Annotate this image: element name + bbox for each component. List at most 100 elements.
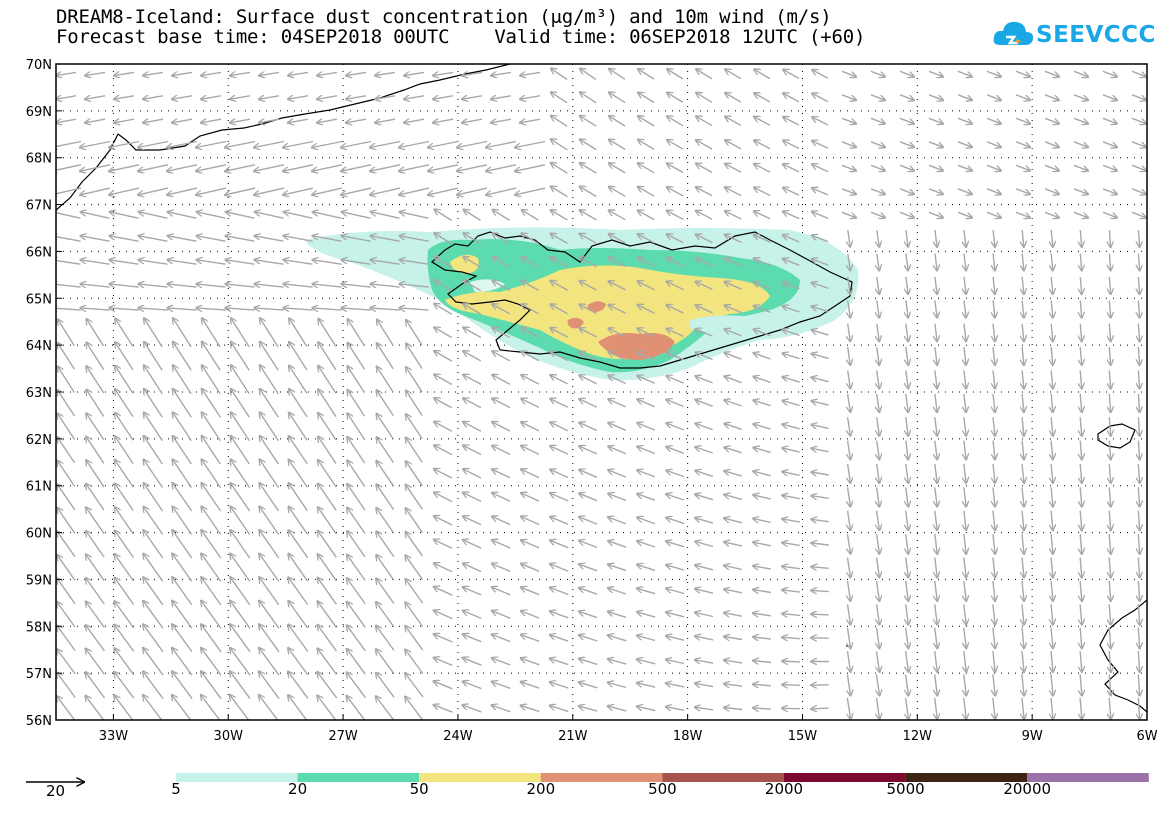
- wind-arrow: [964, 534, 966, 554]
- seevccc-logo: SEEVCCC: [992, 17, 1155, 55]
- wind-arrow: [783, 93, 800, 103]
- wind-arrow: [637, 683, 656, 688]
- wind-arrow: [377, 367, 394, 393]
- wind-arrow: [666, 376, 684, 384]
- wind-arrow: [80, 284, 110, 287]
- wind-arrow: [318, 531, 337, 558]
- wind-arrow: [260, 342, 279, 371]
- wind-arrow: [486, 164, 517, 171]
- wind-arrow: [841, 188, 856, 194]
- wind-arrow: [906, 300, 908, 317]
- wind-arrow: [848, 440, 851, 460]
- wind-arrow: [725, 117, 742, 127]
- legend-level-label: 50: [409, 780, 429, 798]
- wind-arrow: [964, 674, 966, 695]
- wind-arrow: [1080, 650, 1082, 672]
- wind-arrow: [695, 589, 714, 594]
- wind-arrow: [666, 565, 685, 571]
- wind-arrow: [313, 212, 342, 219]
- wind-arrow: [783, 353, 800, 360]
- wind-arrow: [428, 140, 459, 148]
- wind-arrow: [695, 542, 714, 548]
- wind-arrow: [964, 253, 966, 271]
- wind-arrow: [1080, 674, 1082, 695]
- wind-arrow: [1022, 580, 1024, 601]
- wind-arrow: [608, 683, 627, 689]
- wind-arrow: [964, 393, 966, 412]
- wind-arrow: [521, 635, 540, 643]
- wind-arrow: [877, 417, 880, 436]
- wind-arrow: [144, 342, 163, 371]
- wind-arrow: [993, 393, 995, 412]
- wind-arrow: [317, 672, 338, 699]
- wind-arrow: [964, 487, 966, 506]
- cloud-icon: [993, 21, 1034, 45]
- wind-arrow: [225, 140, 256, 148]
- wind-arrow: [964, 580, 966, 601]
- wind-arrow: [811, 567, 829, 569]
- wind-arrow: [288, 554, 309, 582]
- wind-arrow: [1109, 346, 1110, 365]
- wind-arrow: [935, 463, 937, 483]
- wind-arrow: [811, 496, 829, 499]
- wind-arrow: [376, 649, 395, 675]
- wind-arrow: [782, 543, 800, 546]
- wind-arrow: [964, 557, 966, 578]
- wind-arrow: [143, 530, 164, 559]
- wind-arrow: [667, 187, 684, 197]
- wind-arrow: [144, 365, 163, 395]
- wind-arrow: [753, 637, 772, 639]
- wind-arrow: [259, 624, 280, 653]
- wind-arrow: [1131, 94, 1146, 100]
- wind-arrow: [1138, 674, 1139, 695]
- wind-arrow: [80, 140, 111, 148]
- wind-arrow: [608, 541, 627, 548]
- wind-arrow: [144, 412, 163, 441]
- legend-color-box: [662, 773, 784, 782]
- wind-arrow: [1080, 463, 1082, 483]
- wind-arrow: [1109, 440, 1110, 460]
- wind-arrow: [906, 580, 909, 601]
- wind-arrow: [1131, 70, 1146, 76]
- wind-arrow: [551, 257, 568, 268]
- wind-arrow: [993, 557, 995, 578]
- wind-arrow: [870, 188, 885, 194]
- wind-arrow: [521, 375, 540, 385]
- wind-arrow: [226, 236, 255, 242]
- wind-arrow: [964, 604, 966, 624]
- wind-arrow: [521, 351, 540, 362]
- wind-arrow: [521, 328, 540, 338]
- wind-arrow: [115, 460, 134, 488]
- wind-arrow: [724, 495, 742, 501]
- wind-arrow: [1109, 580, 1111, 601]
- wind-arrow: [230, 554, 251, 582]
- wind-arrow: [172, 507, 193, 535]
- wind-arrow: [753, 424, 771, 430]
- wind-arrow: [114, 695, 134, 720]
- wind-arrow: [56, 140, 82, 148]
- wind-arrow: [666, 683, 685, 687]
- legend-level-label: 500: [648, 780, 677, 798]
- wind-arrow: [399, 284, 429, 287]
- wind-arrow: [579, 588, 598, 595]
- logo-text: SEEVCCC: [1036, 22, 1156, 48]
- wind-arrow: [260, 389, 279, 418]
- lat-label: 58N: [26, 620, 52, 635]
- wind-arrow: [226, 260, 255, 265]
- wind-arrow: [667, 329, 684, 338]
- wind-arrow: [114, 625, 135, 652]
- wind-arrow: [638, 305, 655, 314]
- wind-arrow: [899, 211, 914, 217]
- wind-arrow: [1080, 440, 1082, 460]
- wind-arrow: [406, 344, 423, 369]
- wind-arrow: [695, 636, 714, 640]
- wind-arrow: [1109, 463, 1110, 483]
- wind-arrow: [289, 483, 308, 512]
- wind-arrow: [114, 119, 135, 123]
- wind-arrow: [428, 164, 459, 171]
- legend-color-box: [1027, 773, 1149, 782]
- wind-arrow: [696, 329, 713, 337]
- wind-arrow: [143, 577, 164, 606]
- wind-arrow: [1102, 94, 1117, 100]
- wind-arrow: [492, 351, 511, 362]
